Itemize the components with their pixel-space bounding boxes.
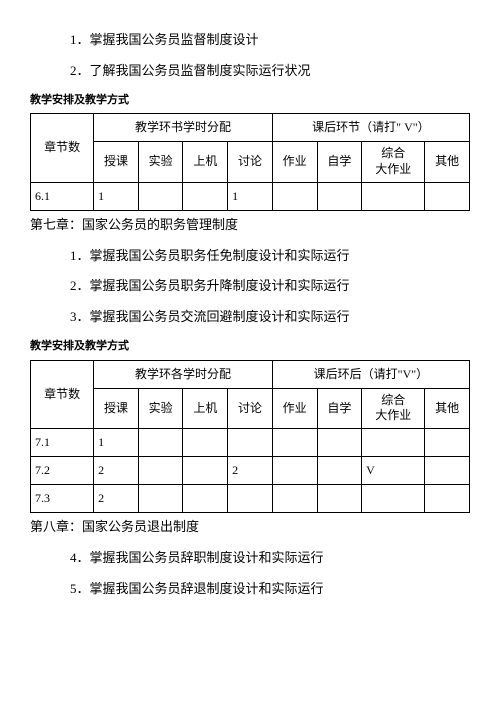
col-homework: 作业 (272, 142, 317, 182)
group-teaching: 教学环各学时分配 (94, 360, 273, 388)
section-header-2: 教学安排及教学方式 (30, 338, 470, 356)
col-chapter: 章节数 (31, 360, 94, 428)
col-experiment: 实验 (138, 388, 183, 428)
table-row: 7.1 1 (31, 428, 470, 456)
col-chapter: 章节数 (31, 114, 94, 182)
col-computer: 上机 (183, 142, 228, 182)
chapter-7-title: 第七章：国家公务员的职务管理制度 (30, 215, 470, 236)
col-lecture: 授课 (94, 142, 139, 182)
table-1: 章节数 教学环书学时分配 课后环节（请打" V"） 授课 实验 上机 讨论 作业… (30, 113, 470, 211)
col-other: 其他 (425, 142, 470, 182)
ch7-item-3: 3．掌握我国公务员交流回避制度设计和实际运行 (70, 307, 470, 328)
col-experiment: 实验 (138, 142, 183, 182)
ch7-item-1: 1．掌握我国公务员职务任免制度设计和实际运行 (70, 246, 470, 267)
col-selfstudy: 自学 (317, 142, 362, 182)
intro-item-1: 1．掌握我国公务员监督制度设计 (70, 30, 470, 51)
col-homework: 作业 (272, 388, 317, 428)
col-discuss: 讨论 (228, 142, 273, 182)
ch8-item-4: 4．掌握我国公务员辞职制度设计和实际运行 (70, 548, 470, 569)
col-project: 综合 大作业 (362, 388, 425, 428)
col-selfstudy: 自学 (317, 388, 362, 428)
chapter-8-title: 第八章：国家公务员退出制度 (30, 517, 470, 538)
ch7-item-2: 2．掌握我国公务员职务升降制度设计和实际运行 (70, 276, 470, 297)
ch8-item-5: 5．掌握我国公务员辞退制度设计和实际运行 (70, 579, 470, 600)
col-project: 综合 大作业 (362, 142, 425, 182)
col-discuss: 讨论 (228, 388, 273, 428)
col-computer: 上机 (183, 388, 228, 428)
table-row: 7.2 2 2 V (31, 457, 470, 485)
table-row: 6.1 1 1 (31, 182, 470, 210)
col-other: 其他 (425, 388, 470, 428)
group-teaching: 教学环书学时分配 (94, 114, 273, 142)
col-lecture: 授课 (94, 388, 139, 428)
group-after: 课后环节（请打" V"） (272, 114, 469, 142)
group-after: 课后环后（请打"V"） (272, 360, 469, 388)
table-row: 7.3 2 (31, 485, 470, 513)
intro-item-2: 2．了解我国公务员监督制度实际运行状况 (70, 61, 470, 82)
section-header-1: 教学安排及教学方式 (30, 92, 470, 110)
table-2: 章节数 教学环各学时分配 课后环后（请打"V"） 授课 实验 上机 讨论 作业 … (30, 360, 470, 514)
